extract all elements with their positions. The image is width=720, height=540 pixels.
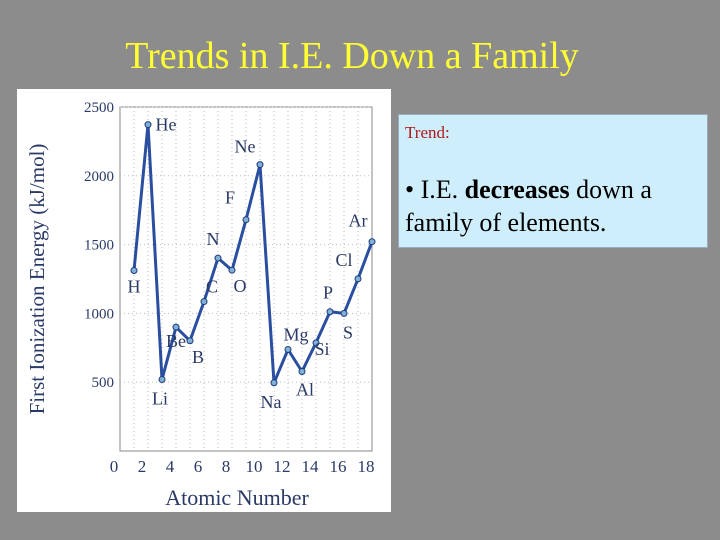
data-point — [130, 266, 138, 274]
trend-text-start: I.E. — [420, 175, 459, 204]
data-point — [340, 309, 348, 317]
trend-statement: • I.E. decreases down a family of elemen… — [405, 173, 705, 239]
slide-title: Trends in I.E. Down a Family — [125, 35, 579, 77]
data-point — [284, 345, 292, 353]
point-label: Be — [166, 331, 186, 351]
data-point — [144, 121, 152, 129]
trend-keyword: decreases — [464, 175, 570, 204]
data-point — [256, 161, 264, 169]
point-label: O — [234, 276, 247, 296]
x-tick-label: 2 — [138, 457, 147, 476]
point-label: C — [206, 277, 218, 297]
data-point — [186, 337, 194, 345]
bullet-glyph: • — [405, 175, 415, 204]
trend-heading: Trend: — [405, 123, 450, 142]
y-tick-label: 500 — [92, 375, 115, 391]
x-tick-labels: 0 2 4 6 8 10 12 14 16 18 — [110, 457, 375, 476]
point-label: Mg — [283, 324, 308, 344]
x-tick-label: 10 — [246, 457, 263, 476]
y-tick-labels: 500 1000 1500 2000 2500 — [84, 100, 114, 391]
point-label: Ne — [235, 137, 256, 157]
y-tick-label: 2500 — [84, 100, 114, 116]
data-point — [158, 375, 166, 383]
data-point — [172, 323, 180, 331]
data-point — [354, 275, 362, 283]
x-axis-title: Atomic Number — [165, 485, 309, 510]
data-point — [298, 367, 306, 375]
y-tick-label: 1500 — [84, 238, 114, 254]
data-point — [242, 216, 250, 224]
x-tick-label: 16 — [330, 457, 347, 476]
ionization-energy-chart: 500 1000 1500 2000 2500 0 2 4 6 8 10 12 14 16 18 H He L… — [17, 89, 391, 512]
point-label: Na — [261, 392, 282, 412]
point-label: S — [343, 322, 353, 342]
x-tick-label: 14 — [302, 457, 320, 476]
data-point — [312, 339, 320, 347]
data-point — [214, 254, 222, 262]
point-label: F — [225, 188, 235, 208]
point-label: He — [156, 115, 177, 135]
trend-note-box: Trend: • I.E. decreases down a family of… — [398, 114, 708, 248]
y-tick-label: 2000 — [84, 169, 114, 185]
y-axis-title: First Ionization Energy (kJ/mol) — [25, 144, 49, 415]
trend-text-end: down a family of elements. — [405, 175, 652, 237]
x-tick-label: 18 — [358, 457, 375, 476]
point-label: B — [192, 347, 204, 367]
point-label: Si — [314, 339, 329, 359]
x-tick-label: 4 — [166, 457, 175, 476]
point-label: Li — [152, 388, 168, 408]
point-label: Al — [296, 379, 314, 399]
chart-svg: 500 1000 1500 2000 2500 0 2 4 6 8 10 12 14 16 18 H He L… — [25, 100, 376, 510]
x-tick-label: 8 — [222, 457, 231, 476]
x-tick-label: 12 — [274, 457, 291, 476]
point-label: Cl — [335, 250, 352, 270]
data-point — [326, 308, 334, 316]
point-label: Ar — [349, 211, 368, 231]
data-point — [200, 298, 208, 306]
x-tick-label: 0 — [110, 457, 119, 476]
point-label: N — [207, 229, 220, 249]
point-label: P — [323, 283, 333, 303]
data-point — [270, 379, 278, 387]
data-point — [368, 238, 376, 246]
point-label: H — [128, 276, 141, 296]
x-tick-label: 6 — [194, 457, 203, 476]
y-tick-label: 1000 — [84, 306, 114, 322]
data-point — [228, 266, 236, 274]
data-points — [130, 121, 376, 387]
